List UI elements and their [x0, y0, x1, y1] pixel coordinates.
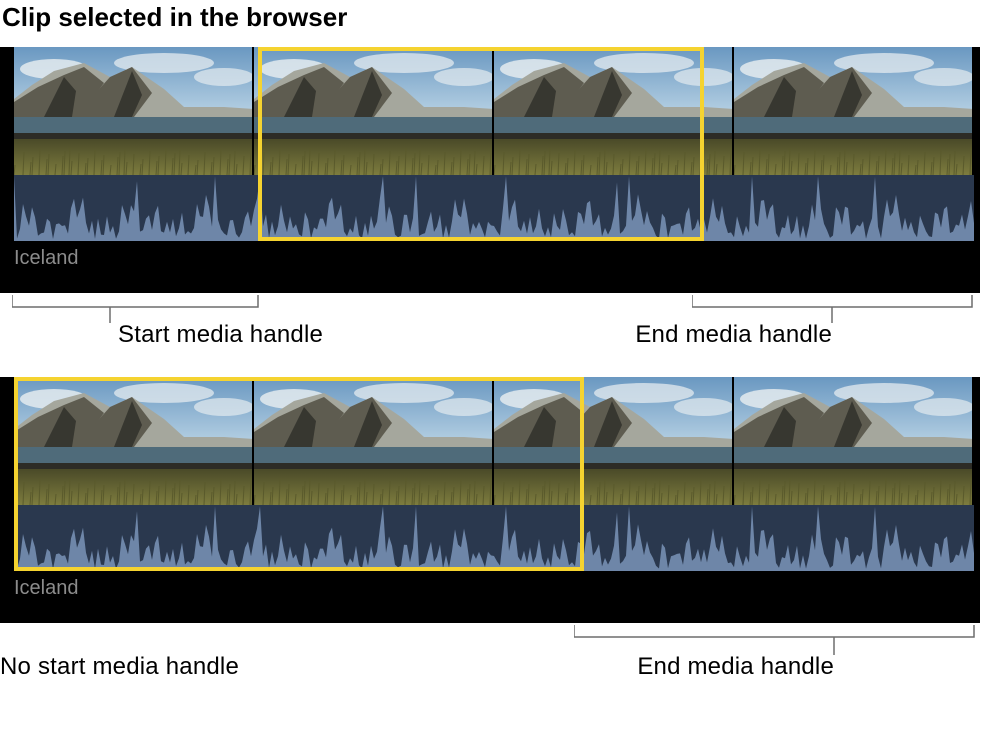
callout-end-media-handle-bottom: End media handle	[570, 653, 834, 681]
clip-thumbnail	[494, 47, 734, 175]
clip-thumbnail	[254, 47, 494, 175]
figure-title: Clip selected in the browser	[2, 2, 990, 33]
bracket-end-handle-top	[692, 295, 982, 321]
browser-panel-bottom: Iceland	[0, 377, 980, 623]
bracket-start-handle	[12, 295, 272, 321]
clip-name-label: Iceland	[14, 247, 980, 284]
clip-row-top[interactable]	[14, 47, 974, 241]
clip-thumbnail	[14, 47, 254, 175]
callout-start-media-handle: Start media handle	[118, 321, 323, 349]
clip-thumbnail	[254, 377, 494, 505]
clip-thumbnail	[494, 377, 734, 505]
clip-thumbnail	[734, 377, 974, 505]
clip-row-bottom[interactable]	[14, 377, 974, 571]
audio-waveform	[14, 175, 974, 241]
bracket-end-handle-bottom	[574, 625, 984, 651]
clip-thumbnail	[14, 377, 254, 505]
browser-panel-top: Iceland	[0, 47, 980, 293]
clip-name-label: Iceland	[14, 577, 980, 614]
audio-waveform	[14, 505, 974, 571]
callouts-top: Start media handle End media handle	[0, 295, 980, 365]
callouts-bottom: No start media handle End media handle	[0, 625, 980, 689]
clip-thumbnail	[734, 47, 974, 175]
callout-end-media-handle-top: End media handle	[582, 321, 832, 349]
filmstrip-bottom[interactable]	[14, 377, 974, 571]
filmstrip-top[interactable]	[14, 47, 974, 241]
callout-no-start-media-handle: No start media handle	[0, 653, 239, 681]
